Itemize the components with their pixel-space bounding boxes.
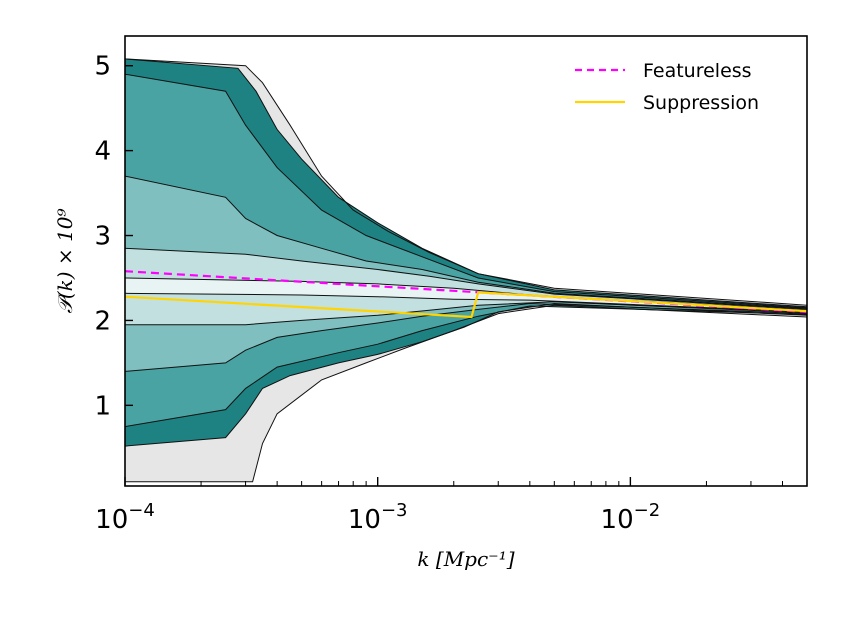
core-band bbox=[125, 278, 807, 312]
teal-band-3-upper-contour bbox=[125, 58, 807, 308]
y-tick-label: 2 bbox=[94, 306, 111, 336]
teal-band-2-lower-contour bbox=[125, 305, 807, 428]
x-axis-label: k [Mpc⁻¹] bbox=[417, 547, 514, 571]
teal-band-1-lower-contour bbox=[125, 302, 807, 372]
teal-band-1-upper-contour bbox=[125, 175, 807, 309]
teal-band-2-upper-contour bbox=[125, 73, 807, 309]
series-lines bbox=[125, 270, 807, 319]
axis-ticks: 1 2 3 4 5 10−4 10−3 10−2 bbox=[94, 52, 784, 535]
y-tick-label: 1 bbox=[94, 391, 111, 421]
suppression-line bbox=[125, 291, 807, 319]
teal-band-1 bbox=[125, 176, 807, 372]
core-band-lower-contour bbox=[125, 292, 807, 313]
outer-gray-band-upper-contour bbox=[125, 58, 807, 306]
legend: Featureless Suppression bbox=[575, 60, 759, 114]
x-tick-label: 10−3 bbox=[348, 500, 408, 535]
probability-bands bbox=[125, 58, 807, 482]
x-tick-label: 10−4 bbox=[95, 500, 155, 535]
teal-band-2 bbox=[125, 74, 807, 427]
y-axis-label: 𝒫(k) × 10⁹ bbox=[53, 208, 77, 313]
plot-frame bbox=[124, 35, 808, 487]
y-tick-label: 3 bbox=[94, 222, 111, 252]
outer-gray-band-lower-contour bbox=[125, 304, 807, 483]
featureless-line bbox=[125, 270, 807, 313]
teal-band-0-upper-contour bbox=[125, 247, 807, 310]
y-tick-label: 4 bbox=[94, 137, 111, 167]
legend-suppression-label: Suppression bbox=[643, 92, 759, 114]
x-tick-label: 10−2 bbox=[601, 500, 661, 535]
y-tick-label: 5 bbox=[94, 52, 111, 82]
legend-featureless-label: Featureless bbox=[643, 60, 752, 82]
